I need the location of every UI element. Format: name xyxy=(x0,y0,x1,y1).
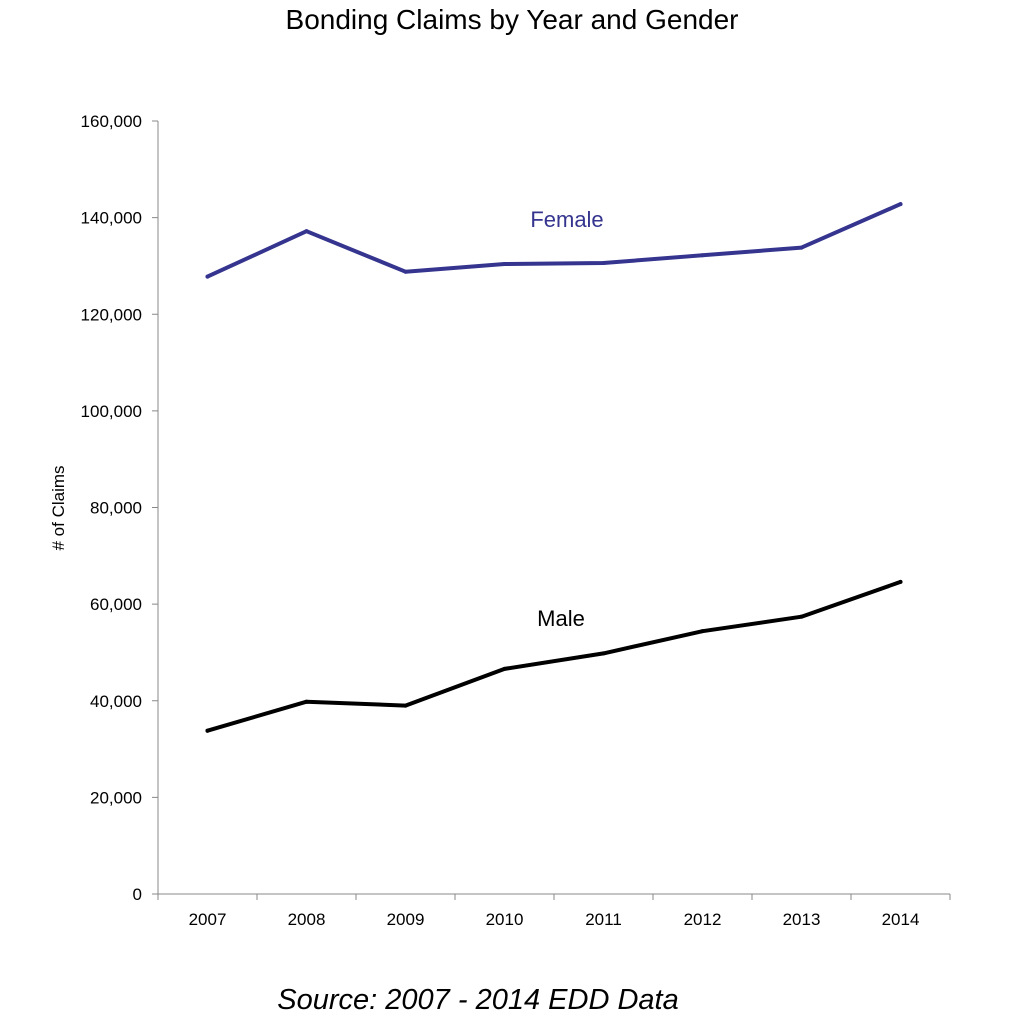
data-point-female xyxy=(403,269,408,274)
data-point-male xyxy=(700,629,705,634)
y-tick-label: 80,000 xyxy=(90,499,142,518)
x-tick-label: 2011 xyxy=(585,910,622,929)
data-point-male xyxy=(502,666,507,671)
x-tick-label: 2014 xyxy=(882,910,920,929)
data-point-male xyxy=(205,728,210,733)
series-label-female: Female xyxy=(530,207,603,232)
x-tick-label: 2012 xyxy=(684,910,722,929)
series-line-female xyxy=(205,202,903,279)
source-note: Source: 2007 - 2014 EDD Data xyxy=(277,984,679,1016)
data-point-male xyxy=(304,699,309,704)
y-tick-label: 160,000 xyxy=(81,112,142,131)
y-tick-label: 20,000 xyxy=(90,788,142,807)
x-tick-label: 2008 xyxy=(288,910,326,929)
y-tick-label: 140,000 xyxy=(81,209,142,228)
data-point-female xyxy=(799,245,804,250)
data-point-female xyxy=(700,253,705,258)
y-tick-label: 0 xyxy=(133,885,142,904)
chart-title: Bonding Claims by Year and Gender xyxy=(285,4,739,35)
data-point-male xyxy=(898,579,903,584)
data-point-male xyxy=(601,651,606,656)
y-tick-label: 100,000 xyxy=(81,402,142,421)
data-point-female xyxy=(304,229,309,234)
x-tick-label: 2007 xyxy=(189,910,227,929)
y-tick-label: 40,000 xyxy=(90,692,142,711)
data-point-male xyxy=(799,614,804,619)
data-point-female xyxy=(898,202,903,207)
data-point-female xyxy=(205,274,210,279)
y-axis-title: # of Claims xyxy=(49,465,68,550)
series-line-male xyxy=(205,579,903,733)
x-tick-label: 2010 xyxy=(486,910,524,929)
x-axis: 2007 2008 2009 2010 2011 2012 2013 2014 xyxy=(157,893,951,929)
data-point-female xyxy=(601,261,606,266)
y-tick-label: 120,000 xyxy=(81,305,142,324)
x-tick-label: 2013 xyxy=(783,910,821,929)
data-point-male xyxy=(403,703,408,708)
y-axis: 0 20,000 40,000 60,000 80,000 100,000 120,000 1… xyxy=(81,112,159,904)
x-tick-label: 2009 xyxy=(387,910,425,929)
series-layer: Female Male xyxy=(205,202,903,733)
y-tick-label: 60,000 xyxy=(90,595,142,614)
series-label-male: Male xyxy=(537,606,585,631)
data-point-female xyxy=(502,262,507,267)
